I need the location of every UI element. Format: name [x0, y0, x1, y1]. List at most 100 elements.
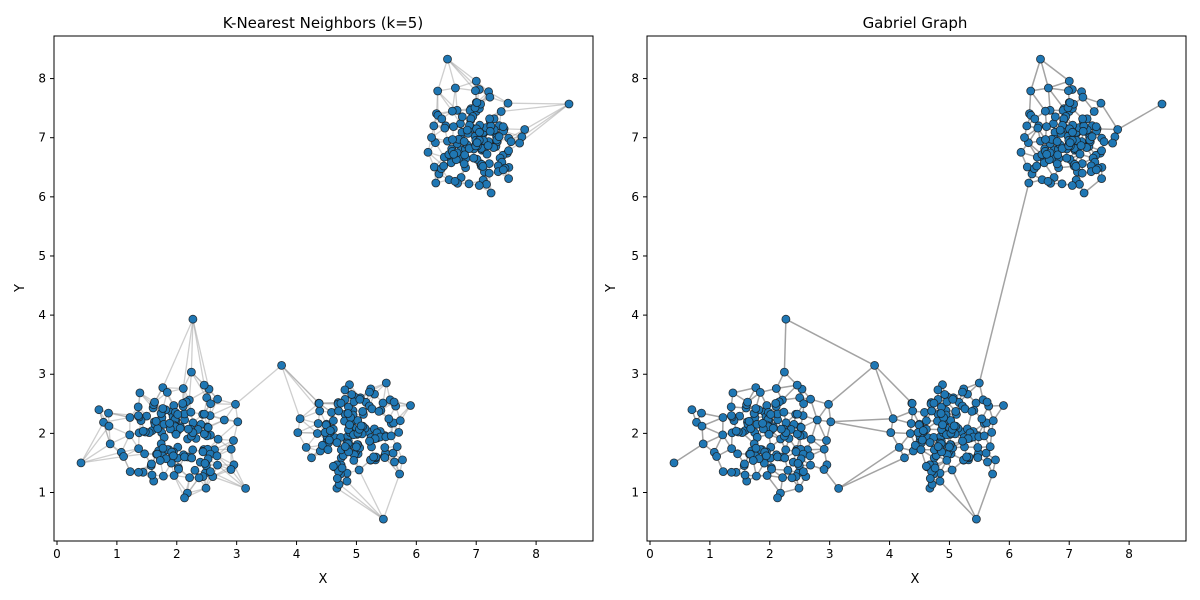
data-point — [482, 179, 491, 189]
data-point — [388, 448, 398, 458]
graph-edge — [437, 58, 449, 92]
data-point — [186, 407, 196, 417]
data-point — [187, 453, 197, 463]
data-point — [988, 469, 997, 479]
data-point — [1020, 133, 1029, 142]
graph-edge — [978, 182, 1030, 384]
data-point — [1108, 138, 1117, 148]
data-point — [460, 150, 470, 160]
data-point — [751, 404, 761, 413]
data-point — [771, 384, 781, 393]
data-point — [439, 161, 449, 171]
data-point — [277, 360, 287, 370]
data-point — [150, 397, 160, 407]
data-point — [718, 413, 728, 422]
data-point — [1052, 137, 1062, 146]
data-point — [440, 123, 450, 133]
data-point — [520, 125, 530, 134]
x-tick-label: 2 — [173, 547, 181, 561]
data-point — [1068, 127, 1077, 137]
data-point — [787, 473, 797, 483]
data-point — [483, 141, 493, 151]
data-point — [354, 465, 364, 475]
data-point — [449, 122, 458, 131]
data-point — [918, 426, 928, 436]
data-point — [1076, 141, 1086, 151]
graph-edge — [358, 469, 384, 520]
data-point — [198, 447, 208, 457]
data-point — [930, 463, 940, 473]
data-point — [1024, 178, 1034, 188]
graph-edge — [524, 103, 570, 131]
data-point — [203, 423, 213, 432]
data-point — [921, 461, 931, 471]
data-point — [958, 387, 967, 397]
data-point — [819, 465, 829, 474]
data-point — [134, 467, 143, 477]
x-tick-label: 1 — [113, 547, 121, 561]
data-point — [395, 469, 405, 479]
data-point — [219, 415, 229, 425]
data-point — [1040, 106, 1050, 116]
data-point — [406, 401, 415, 410]
data-point — [944, 442, 954, 452]
data-point — [125, 430, 135, 440]
data-point — [474, 181, 484, 190]
data-point — [1033, 123, 1043, 133]
data-point — [485, 92, 495, 102]
data-point — [781, 445, 791, 455]
data-point — [392, 442, 402, 452]
data-point — [340, 385, 350, 395]
data-point — [791, 447, 801, 457]
data-point — [355, 394, 365, 404]
data-point — [503, 98, 513, 108]
x-tick-label: 8 — [532, 547, 540, 561]
x-tick-label: 0 — [646, 547, 654, 561]
graph-edge — [1117, 103, 1163, 131]
data-point — [1065, 138, 1075, 148]
data-point — [328, 416, 338, 426]
data-point — [188, 314, 198, 324]
data-point — [437, 114, 447, 124]
data-point — [1050, 112, 1060, 122]
data-point — [755, 387, 765, 397]
data-point — [295, 414, 305, 424]
x-tick-label: 6 — [1006, 547, 1014, 561]
y-tick-label: 8 — [631, 72, 639, 86]
data-point — [119, 452, 128, 461]
data-point — [183, 424, 193, 434]
data-point — [504, 146, 514, 156]
data-point — [936, 409, 946, 418]
chart-title: K-Nearest Neighbors (k=5) — [223, 14, 423, 32]
data-point — [935, 476, 945, 486]
data-point — [1053, 150, 1063, 160]
data-point — [940, 390, 950, 399]
data-point — [767, 464, 776, 474]
y-axis-label: Y — [604, 284, 619, 293]
data-point — [812, 415, 822, 425]
data-point — [1091, 165, 1101, 175]
graph-edge — [951, 469, 978, 520]
y-tick-label: 1 — [38, 486, 46, 500]
x-tick-label: 4 — [293, 547, 301, 561]
graph-edge — [437, 90, 458, 111]
data-point — [494, 132, 504, 142]
data-point — [929, 398, 939, 408]
data-point — [475, 127, 484, 137]
data-point — [431, 178, 441, 188]
x-tick-label: 3 — [233, 547, 241, 561]
data-point — [462, 125, 472, 135]
data-point — [356, 421, 366, 431]
graph-edge — [80, 421, 105, 464]
data-point — [727, 467, 736, 477]
data-point — [824, 399, 833, 409]
x-tick-label: 7 — [1065, 547, 1073, 561]
data-point — [342, 476, 352, 486]
y-tick-label: 7 — [631, 131, 639, 145]
data-point — [386, 431, 396, 441]
data-point — [104, 421, 114, 431]
data-point — [806, 434, 816, 444]
data-point — [958, 436, 967, 446]
data-point — [1078, 126, 1088, 136]
graph-edge — [80, 425, 110, 464]
